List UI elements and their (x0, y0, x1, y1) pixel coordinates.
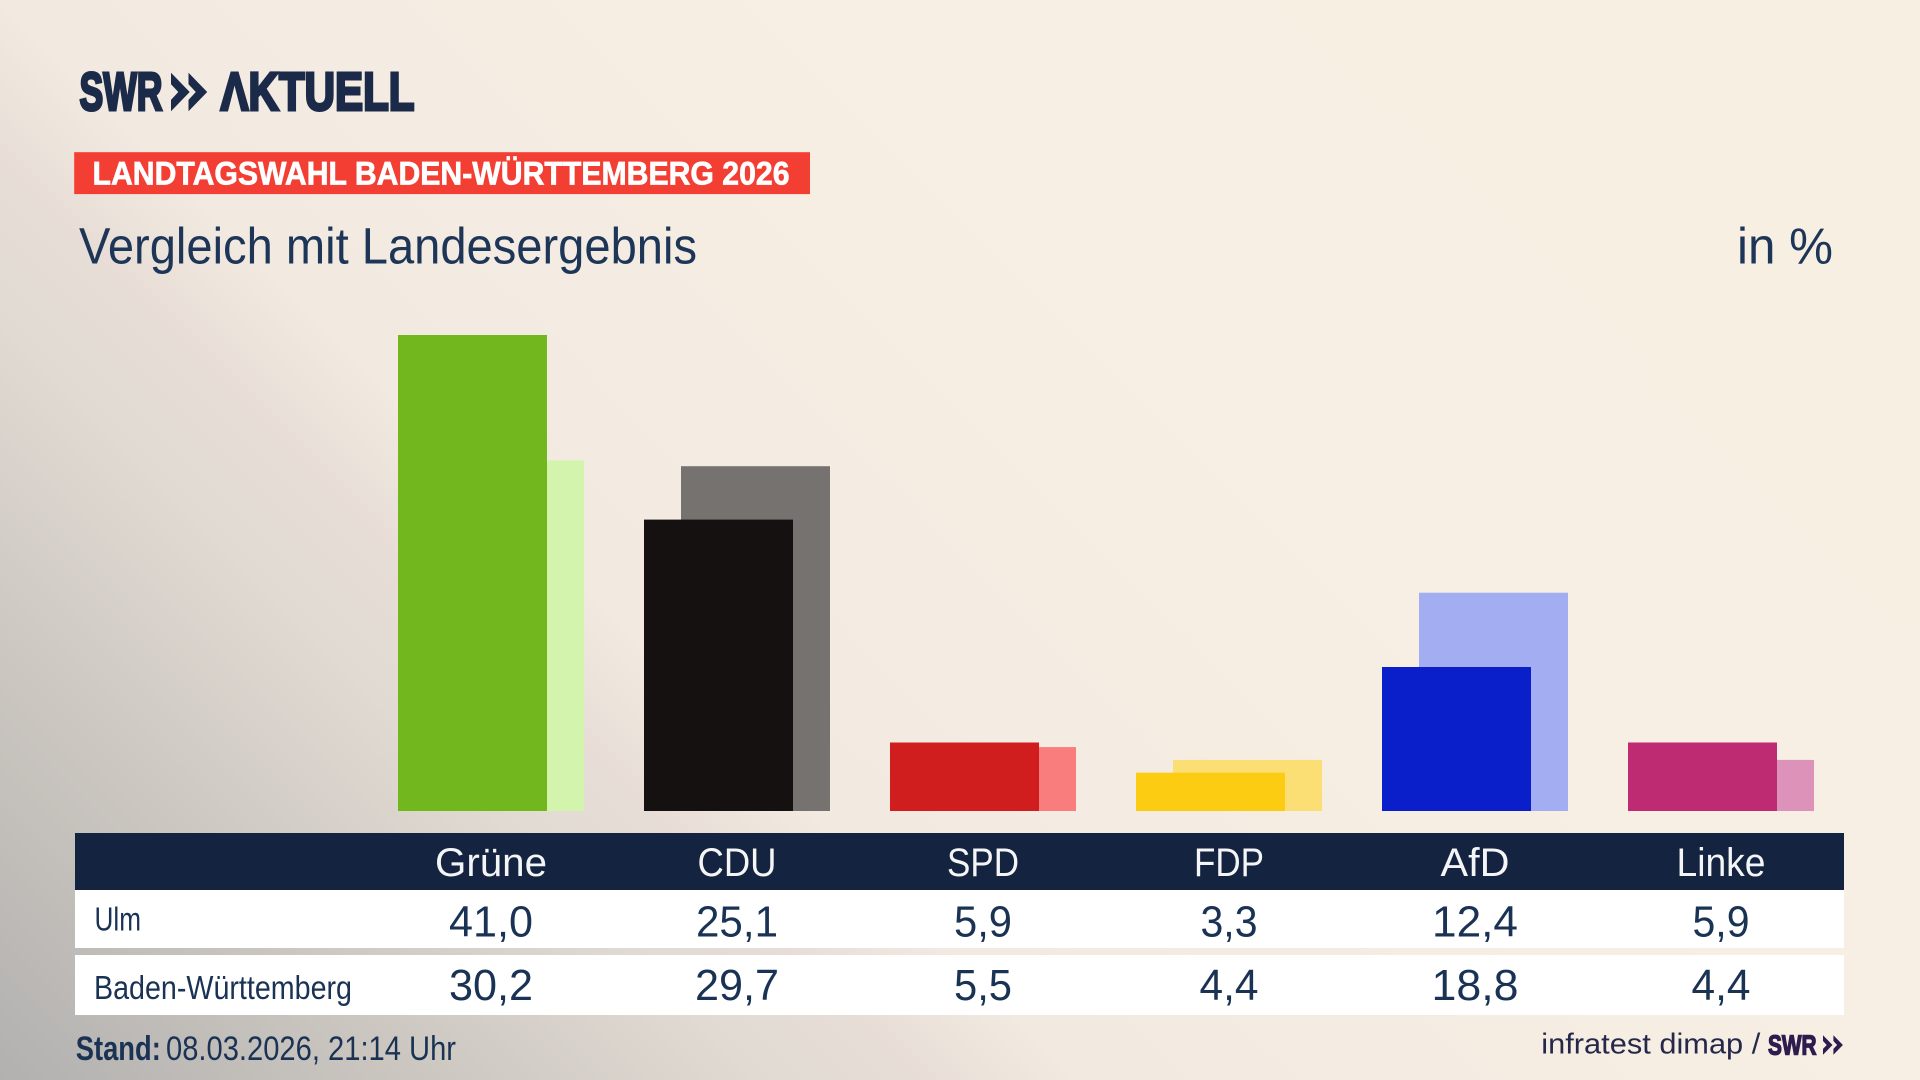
svg-text:SWR: SWR (1768, 1029, 1817, 1060)
svg-text:CDU: CDU (698, 841, 777, 885)
svg-text:in %: in % (1737, 218, 1833, 275)
svg-text:08.03.2026, 21:14 Uhr: 08.03.2026, 21:14 Uhr (166, 1030, 456, 1068)
svg-text:5,5: 5,5 (954, 961, 1012, 1010)
svg-text:12,4: 12,4 (1432, 897, 1518, 946)
svg-text:Baden-Württemberg: Baden-Württemberg (94, 970, 352, 1007)
svg-text:3,3: 3,3 (1201, 897, 1258, 946)
svg-text:29,7: 29,7 (695, 961, 779, 1010)
svg-text:Stand:: Stand: (76, 1030, 161, 1068)
svg-text:LANDTAGSWAHL BADEN-WÜRTTEMBERG: LANDTAGSWAHL BADEN-WÜRTTEMBERG 2026 (93, 156, 790, 192)
svg-text:Ulm: Ulm (95, 902, 142, 939)
svg-text:25,1: 25,1 (696, 897, 778, 946)
svg-text:4,4: 4,4 (1200, 961, 1259, 1010)
svg-text:4,4: 4,4 (1692, 961, 1751, 1010)
svg-text:Linke: Linke (1677, 841, 1766, 885)
svg-text:Grüne: Grüne (435, 841, 547, 885)
svg-text:SPD: SPD (947, 841, 1019, 885)
svg-text:5,9: 5,9 (1693, 897, 1750, 946)
svg-text:5,9: 5,9 (954, 897, 1012, 946)
svg-text:Vergleich mit Landesergebnis: Vergleich mit Landesergebnis (79, 218, 697, 275)
svg-text:AfD: AfD (1441, 841, 1510, 885)
svg-text:18,8: 18,8 (1432, 961, 1519, 1010)
svg-text:ΛKTUELL: ΛKTUELL (221, 62, 415, 122)
svg-text:30,2: 30,2 (449, 961, 533, 1010)
svg-text:infratest dimap /: infratest dimap / (1541, 1029, 1761, 1061)
svg-text:SWR: SWR (80, 62, 163, 122)
svg-text:FDP: FDP (1194, 841, 1264, 885)
svg-text:41,0: 41,0 (449, 897, 533, 946)
